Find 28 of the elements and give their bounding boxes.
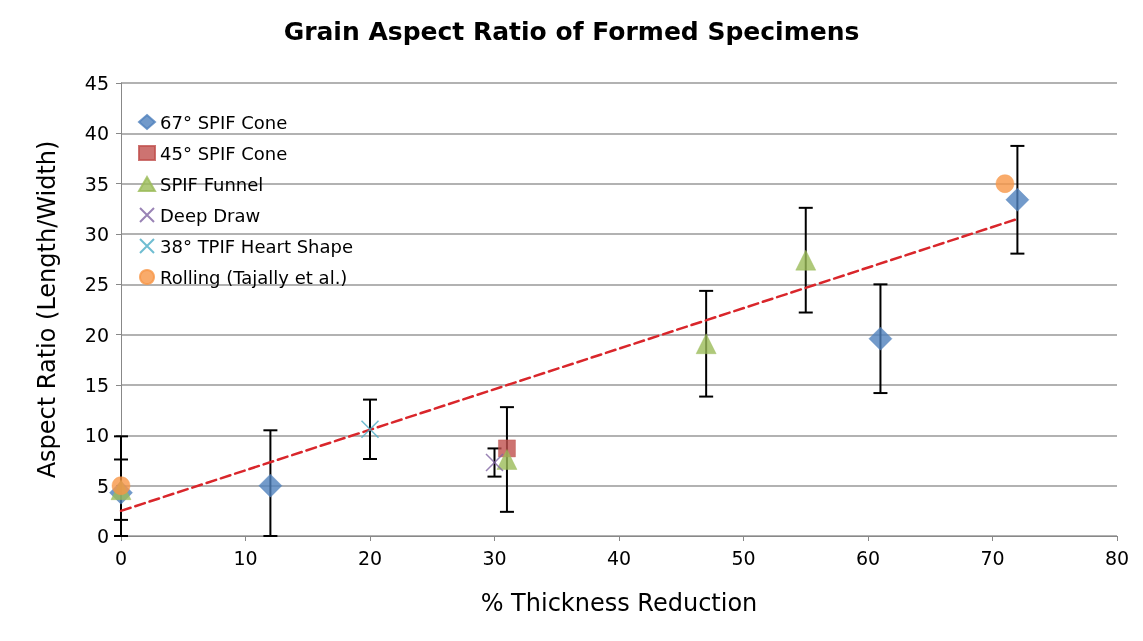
y-tick-label: 30 [84, 223, 109, 245]
legend-label: 38° TPIF Heart Shape [160, 235, 354, 257]
x-tick-label: 20 [357, 546, 383, 569]
legend-label: Rolling (Tajally et al.) [160, 266, 348, 288]
y-tick-label: 25 [84, 273, 109, 296]
x-tick-label: 40 [606, 546, 632, 569]
legend-label: SPIF Funnel [160, 173, 264, 195]
x-tick-label: 50 [731, 546, 756, 569]
x-tick-label: 70 [980, 546, 1005, 569]
y-tick-label: 40 [84, 122, 109, 145]
legend-label: 67° SPIF Cone [160, 111, 288, 133]
y-tick-label: 5 [96, 474, 109, 497]
x-tick-label: 10 [233, 546, 258, 569]
y-tick-label: 35 [84, 172, 109, 195]
chart-title: Grain Aspect Ratio of Formed Specimens [283, 17, 860, 46]
x-axis-title: % Thickness Reduction [480, 589, 758, 617]
x-tick-label: 30 [482, 546, 507, 569]
y-tick-label: 10 [84, 424, 109, 447]
x-tick-label: 80 [1104, 546, 1130, 569]
y-tick-label: 0 [96, 525, 109, 547]
y-axis-title: Aspect Ratio (Length/Width) [33, 140, 61, 479]
y-tick-label: 45 [84, 72, 109, 94]
y-tick-label: 20 [84, 323, 109, 346]
legend-label: 45° SPIF Cone [160, 142, 288, 164]
legend-label: Deep Draw [160, 204, 261, 226]
x-tick-label: 60 [855, 546, 881, 569]
y-tick-label: 15 [84, 374, 109, 396]
x-tick-label: 0 [114, 546, 128, 569]
